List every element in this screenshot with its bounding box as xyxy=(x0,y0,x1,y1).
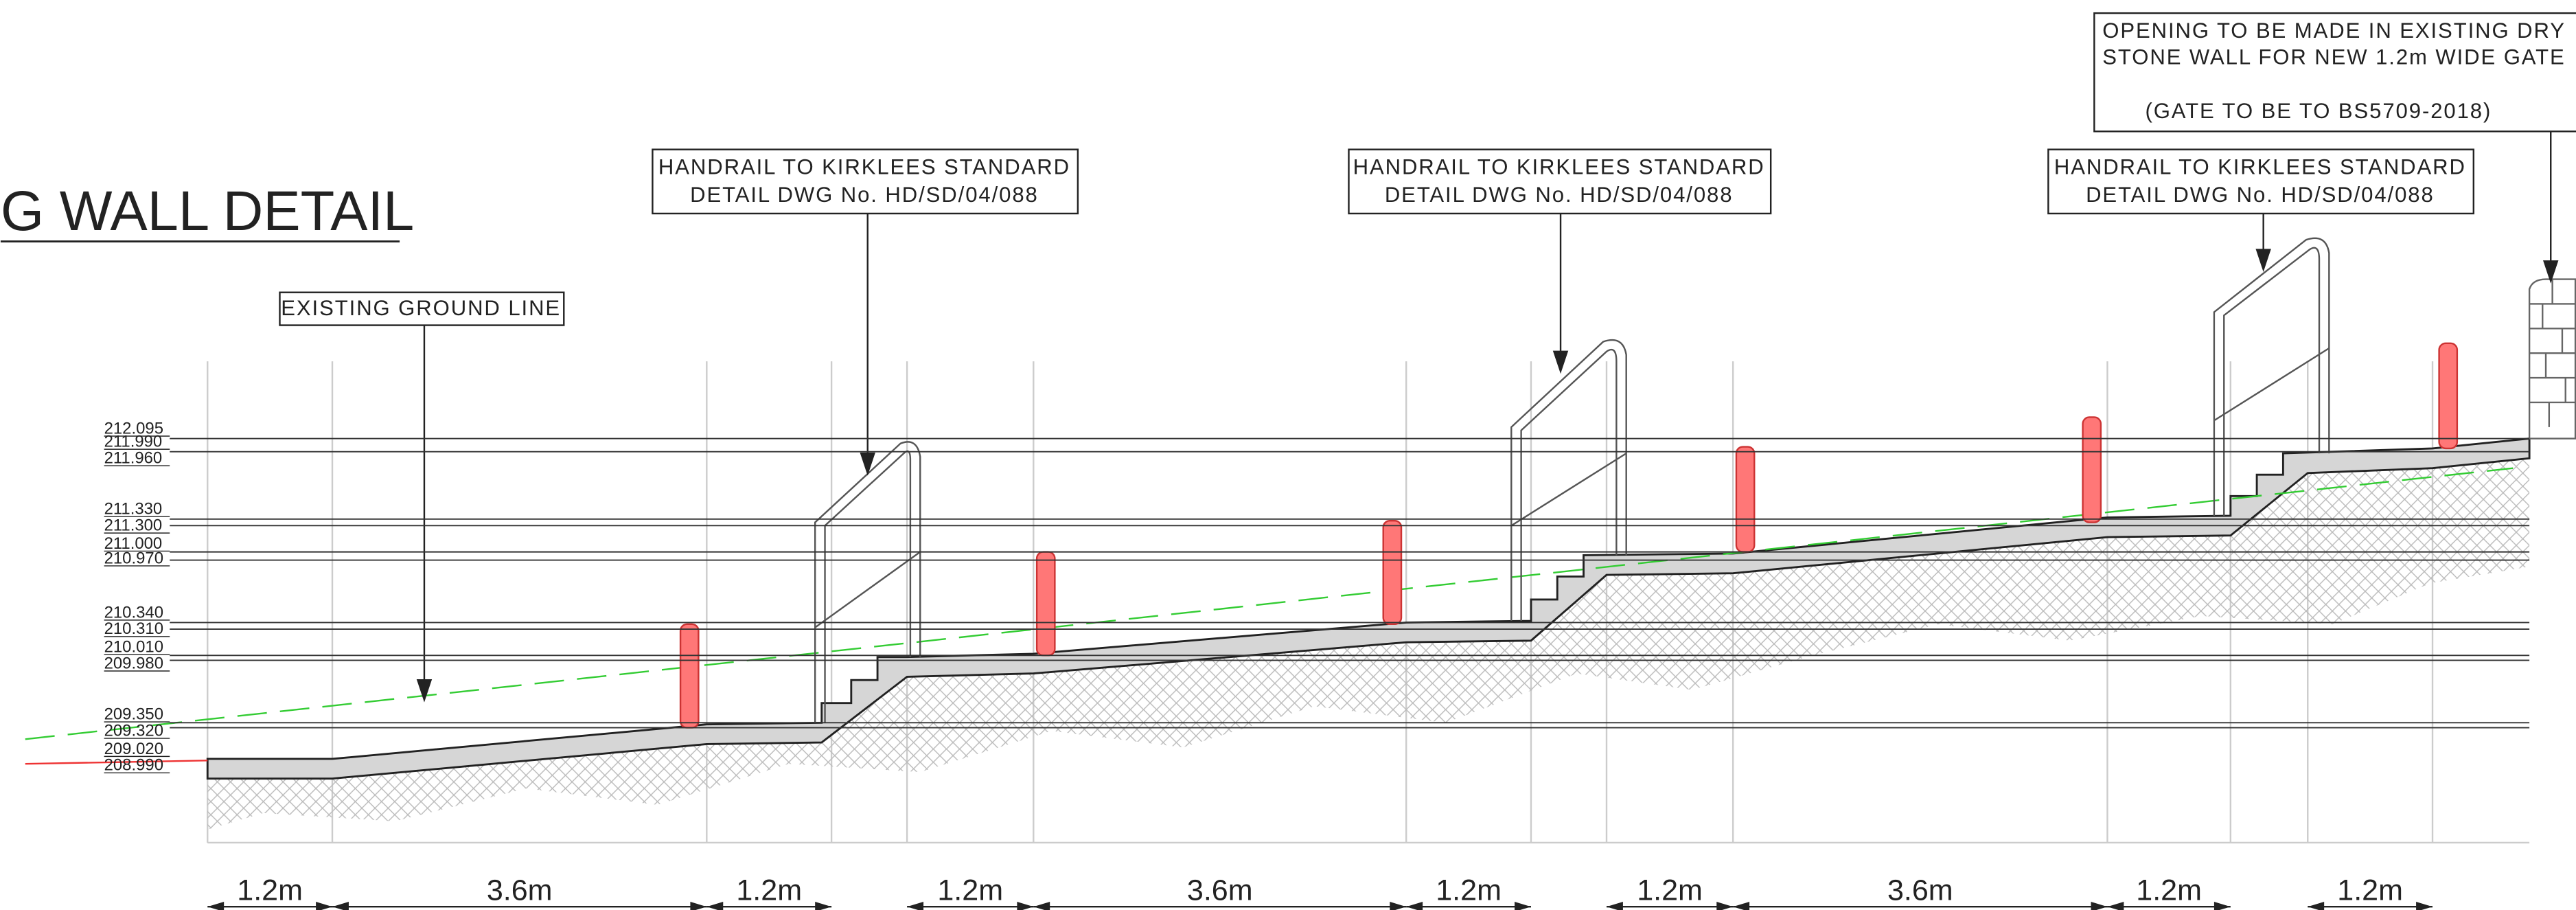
callout-text: HANDRAIL TO KIRKLEES STANDARD xyxy=(2054,155,2466,179)
callout-text: HANDRAIL TO KIRKLEES STANDARD xyxy=(658,155,1070,179)
level-label: 209.320 xyxy=(104,721,163,740)
dimension-label: 3.6m xyxy=(487,874,553,907)
level-label: 208.990 xyxy=(104,756,163,775)
callout-text: DETAIL DWG No. HD/SD/04/088 xyxy=(690,183,1039,207)
stone-wall xyxy=(2529,280,2575,439)
level-label: 211.300 xyxy=(104,516,163,535)
callout-text: OPENING TO BE MADE IN EXISTING DRY xyxy=(2102,19,2566,43)
title: G WALL DETAIL xyxy=(1,180,414,242)
dimension-label: 1.2m xyxy=(2136,874,2202,907)
level-label: 209.980 xyxy=(104,654,163,672)
callout-text: EXISTING GROUND LINE xyxy=(281,296,561,320)
dimension-label: 1.2m xyxy=(237,874,303,907)
dimensions: 1.2m 3.6m 1.2m 1.2m 3.6m 1.2m 1.2m 3.6m 1.2m 1.2m xyxy=(207,874,2433,910)
callout-text: STONE WALL FOR NEW 1.2m WIDE GATE xyxy=(2102,45,2565,69)
page: G WALL DETAIL EXISTING GROUND LINE HANDR… xyxy=(0,0,2576,910)
callout-text: DETAIL DWG No. HD/SD/04/088 xyxy=(2086,183,2435,207)
dimension-label: 1.2m xyxy=(2337,874,2403,907)
level-label: 211.960 xyxy=(104,448,163,467)
dimension-label: 3.6m xyxy=(1187,874,1253,907)
callout-text: DETAIL DWG No. HD/SD/04/088 xyxy=(1385,183,1734,207)
dimension-label: 1.2m xyxy=(937,874,1003,907)
dimension-label: 3.6m xyxy=(1887,874,1953,907)
dimension-label: 1.2m xyxy=(1436,874,1502,907)
callout-text: HANDRAIL TO KIRKLEES STANDARD xyxy=(1353,155,1765,179)
callout-text: (GATE TO BE TO BS5709-2018) xyxy=(2145,99,2492,123)
dimension-label: 1.2m xyxy=(1637,874,1703,907)
drawing: G WALL DETAIL EXISTING GROUND LINE HANDR… xyxy=(0,0,2576,910)
level-label: 210.970 xyxy=(104,549,163,567)
level-label: 210.310 xyxy=(104,619,163,638)
dimension-label: 1.2m xyxy=(736,874,802,907)
